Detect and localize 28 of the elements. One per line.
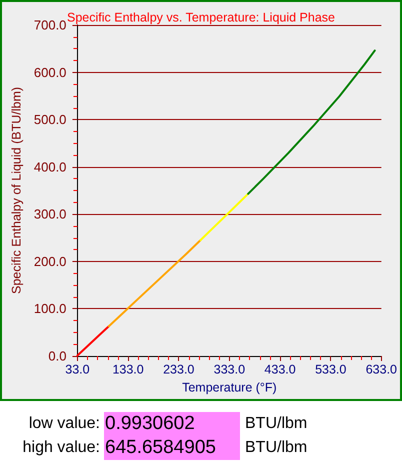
y-tick-label: 100.0 (34, 301, 66, 316)
x-tick-label: 333.0 (214, 362, 246, 376)
y-axis-title: Specific Enthalpy of Liquid (BTU/lbm) (10, 86, 24, 294)
y-tick-label: 700.0 (34, 18, 66, 32)
chart-title: Specific Enthalpy vs. Temperature: Liquid Phase (67, 10, 336, 24)
text: 645.6584905 (104, 436, 240, 460)
line-series (247, 50, 376, 195)
y-tick-label: 0.0 (48, 348, 66, 364)
y-tick-label: 600.0 (34, 64, 66, 80)
x-axis-title: Temperature (°F) (182, 380, 277, 394)
x-tick-label: 533.0 (315, 362, 346, 376)
y-tick-label: 500.0 (34, 112, 66, 128)
x-tick-label: 433.0 (264, 362, 296, 376)
line-series (108, 239, 202, 328)
line-series (76, 325, 110, 357)
line-series (200, 192, 250, 242)
y-tick-label: 300.0 (34, 206, 66, 222)
y-tick-label: 400.0 (34, 159, 66, 174)
x-tick-label: 233.0 (163, 362, 194, 376)
text: BTU/lbm (245, 414, 308, 434)
y-tick-label: 200.0 (34, 254, 66, 269)
x-tick-label: 633.0 (366, 362, 398, 376)
text: low value: (28, 414, 100, 434)
text: 0.9930602 (104, 412, 240, 436)
text: BTU/lbm (245, 438, 308, 458)
text: high value: (22, 438, 100, 458)
x-tick-label: 33.0 (65, 362, 90, 376)
x-tick-label: 133.0 (112, 362, 144, 376)
